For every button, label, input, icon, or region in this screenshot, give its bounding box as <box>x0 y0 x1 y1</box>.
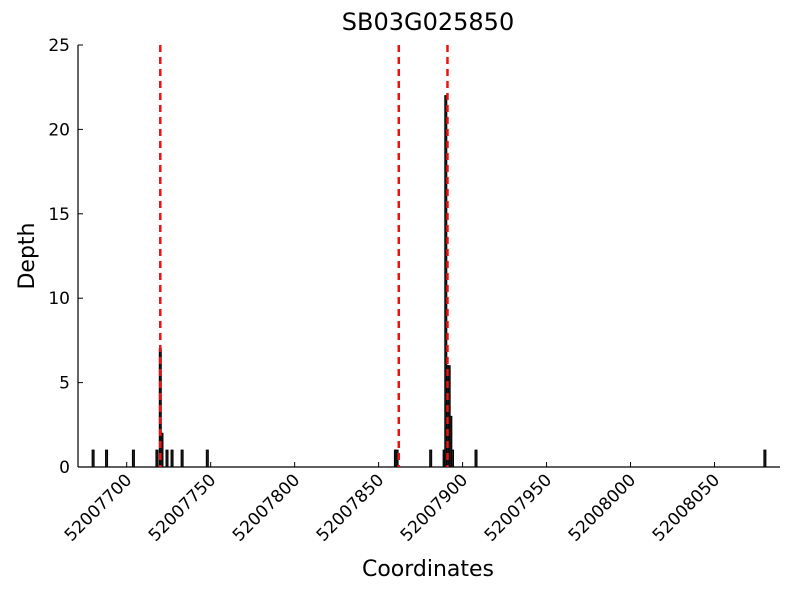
x-tick-label: 52007750 <box>145 470 220 545</box>
y-tick-label: 15 <box>48 205 70 225</box>
bar <box>155 449 159 468</box>
y-axis-label: Depth <box>15 222 40 289</box>
chart-title: SB03G025850 <box>342 8 514 36</box>
bar <box>105 449 109 468</box>
x-tick-label: 52007900 <box>397 470 472 545</box>
bar <box>763 449 767 468</box>
y-tick-label: 25 <box>48 36 70 56</box>
y-tick-label: 20 <box>48 120 70 140</box>
bar <box>429 449 433 468</box>
x-tick-label: 52007850 <box>313 470 388 545</box>
y-tick-label: 0 <box>59 458 70 478</box>
bar <box>165 449 169 468</box>
bar <box>160 432 164 468</box>
bar <box>170 449 174 468</box>
bar <box>451 449 455 468</box>
y-tick-label: 5 <box>59 374 70 394</box>
bar <box>91 449 95 468</box>
x-tick-label: 52008000 <box>565 470 640 545</box>
bar <box>131 449 135 468</box>
bar <box>180 449 184 468</box>
x-tick-label: 52007800 <box>229 470 304 545</box>
bar <box>474 449 478 468</box>
x-tick-label: 52007950 <box>481 470 556 545</box>
bar <box>449 415 453 468</box>
y-tick-label: 10 <box>48 289 70 309</box>
bar <box>205 449 209 468</box>
bar <box>444 95 448 468</box>
x-tick-label: 52008050 <box>649 470 724 545</box>
x-axis-label: Coordinates <box>362 557 494 582</box>
x-tick-label: 52007700 <box>61 470 136 545</box>
